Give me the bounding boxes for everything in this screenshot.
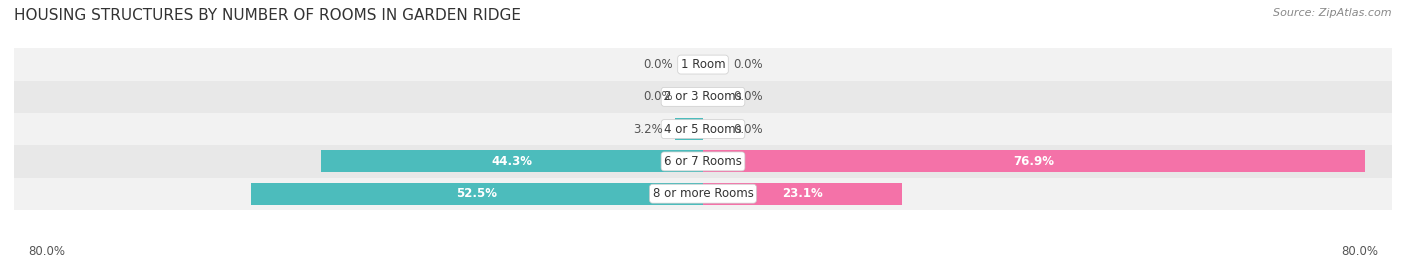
Text: 3.2%: 3.2% <box>633 123 662 136</box>
Text: 8 or more Rooms: 8 or more Rooms <box>652 187 754 200</box>
Bar <box>703 150 1365 172</box>
Text: 80.0%: 80.0% <box>28 245 65 258</box>
Text: 76.9%: 76.9% <box>1014 155 1054 168</box>
Text: 6 or 7 Rooms: 6 or 7 Rooms <box>664 155 742 168</box>
Text: 0.0%: 0.0% <box>643 90 673 103</box>
Text: 0.0%: 0.0% <box>643 58 673 71</box>
Text: 23.1%: 23.1% <box>782 187 823 200</box>
Bar <box>14 178 1392 210</box>
Text: 0.0%: 0.0% <box>733 58 763 71</box>
Bar <box>703 183 901 205</box>
Bar <box>14 113 1392 145</box>
Bar <box>14 81 1392 113</box>
Text: 1 Room: 1 Room <box>681 58 725 71</box>
Bar <box>14 48 1392 81</box>
Text: 0.0%: 0.0% <box>733 123 763 136</box>
Bar <box>14 145 1392 178</box>
Bar <box>250 183 703 205</box>
Bar <box>675 118 703 140</box>
Text: 0.0%: 0.0% <box>733 90 763 103</box>
Bar <box>322 150 703 172</box>
Text: 2 or 3 Rooms: 2 or 3 Rooms <box>664 90 742 103</box>
Text: 52.5%: 52.5% <box>457 187 498 200</box>
Text: 44.3%: 44.3% <box>492 155 533 168</box>
Text: HOUSING STRUCTURES BY NUMBER OF ROOMS IN GARDEN RIDGE: HOUSING STRUCTURES BY NUMBER OF ROOMS IN… <box>14 8 522 23</box>
Text: 4 or 5 Rooms: 4 or 5 Rooms <box>664 123 742 136</box>
Text: 80.0%: 80.0% <box>1341 245 1378 258</box>
Text: Source: ZipAtlas.com: Source: ZipAtlas.com <box>1274 8 1392 18</box>
